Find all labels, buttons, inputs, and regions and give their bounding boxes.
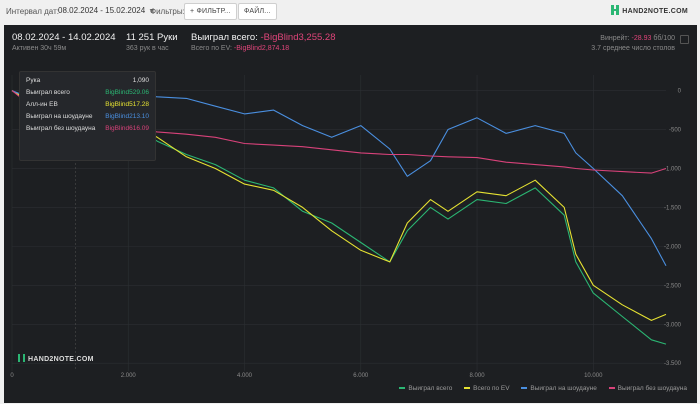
- legend-swatch: [608, 387, 615, 390]
- tooltip-row-won: Выиграл всего BigBlind529.06: [26, 89, 149, 100]
- x-tick-label: 0: [10, 373, 14, 379]
- legend-item[interactable]: Выиграл всего: [399, 385, 452, 392]
- settings-icon[interactable]: [680, 35, 689, 44]
- tooltip-value: BigBlind616.09: [105, 125, 149, 132]
- hands-count: 11 251 Руки: [126, 32, 178, 43]
- filters-label: Фильтры:: [150, 7, 185, 16]
- toolbar: Интервал дат: 08.02.2024 - 15.02.2024 ▼ Ф…: [0, 0, 700, 24]
- filter-button-label: ФИЛЬТР...: [196, 8, 231, 15]
- watermark-logo: HAND2NOTE.COM: [18, 354, 94, 363]
- tooltip-value: BigBlind529.06: [105, 89, 149, 96]
- chevron-down-icon: ▼: [148, 8, 156, 15]
- logo-icon: [611, 5, 620, 15]
- y-tick-label: -1.000: [664, 166, 682, 172]
- tooltip-label: Алл-ин EB: [26, 101, 58, 108]
- y-tick-label: -1.500: [664, 205, 682, 211]
- winrate-value: -28.93: [631, 35, 652, 42]
- winrate: Винрейт: -28.93 бб/100: [600, 35, 675, 42]
- y-tick-label: 0: [678, 89, 682, 95]
- total-won: Выиграл всего: -BigBlind3,255.28: [191, 32, 335, 43]
- x-tick-label: 4.000: [237, 373, 253, 379]
- tooltip-row-showdown: Выиграл на шоудауне BigBlind213.10: [26, 113, 149, 124]
- filter-button[interactable]: + ФИЛЬТР...: [184, 3, 237, 20]
- watermark-text: HAND2NOTE.COM: [28, 356, 94, 363]
- watermark-icon: [18, 354, 25, 362]
- y-tick-label: -3.000: [664, 322, 682, 328]
- plus-icon: +: [190, 8, 195, 15]
- tooltip-row-hand: Рука 1,090: [26, 77, 149, 88]
- tooltip-value: BigBlind213.10: [105, 113, 149, 120]
- legend-item[interactable]: Всего по EV: [464, 385, 510, 392]
- file-button[interactable]: ФАЙЛ...: [238, 3, 277, 20]
- total-won-label: Выиграл всего:: [191, 32, 258, 43]
- y-tick-label: -2.000: [664, 244, 682, 250]
- legend-swatch: [521, 387, 528, 390]
- hands-rate: 363 рук в час: [126, 45, 169, 52]
- tooltip-label: Выиграл всего: [26, 89, 70, 96]
- total-ev-value: -BigBlind2,874.18: [233, 45, 290, 52]
- tooltip-value: BigBlind517.28: [105, 101, 149, 108]
- total-ev-label: Всего по EV:: [191, 45, 232, 52]
- legend-item[interactable]: Выиграл на шоудауне: [521, 385, 597, 392]
- brand-logo: HAND2NOTE.COM: [611, 5, 688, 15]
- tooltip-row-ev: Алл-ин EB BigBlind517.28: [26, 101, 149, 112]
- total-won-value: -BigBlind3,255.28: [260, 32, 336, 43]
- x-tick-label: 8.000: [470, 373, 486, 379]
- period-title: 08.02.2024 - 14.02.2024: [12, 32, 116, 43]
- y-tick-label: -500: [669, 128, 682, 134]
- chart-legend: Выиграл всего Всего по EV Выиграл на шоу…: [389, 385, 687, 392]
- x-tick-label: 6.000: [353, 373, 369, 379]
- interval-label: Интервал дат:: [6, 7, 59, 16]
- winrate-label: Винрейт:: [600, 35, 630, 42]
- y-tick-label: -2.500: [664, 283, 682, 289]
- avg-tables: 3.7 среднее число столов: [591, 45, 675, 52]
- date-range-select[interactable]: 08.02.2024 - 15.02.2024 ▼: [54, 4, 159, 18]
- legend-label: Выиграл без шоудауна: [617, 385, 687, 392]
- legend-swatch: [399, 387, 406, 390]
- tooltip-value: 1,090: [132, 77, 149, 84]
- legend-label: Всего по EV: [473, 385, 510, 392]
- chart-tooltip: Рука 1,090 Выиграл всего BigBlind529.06 Ал…: [19, 71, 156, 161]
- active-time: Активен 30ч 59м: [12, 45, 67, 52]
- legend-label: Выиграл всего: [408, 385, 453, 392]
- tooltip-label: Выиграл на шоудауне: [26, 113, 93, 120]
- x-tick-label: 10.000: [584, 373, 603, 379]
- tooltip-row-non-showdown: Выиграл без шоудауна BigBlind616.09: [26, 125, 149, 136]
- graph-panel: 0 -500 -1.000 -1.500 -2.000 -2.500 -3.000 -3.50…: [4, 25, 697, 403]
- legend-label: Выиграл на шоудауне: [530, 385, 597, 392]
- y-tick-label: -3.500: [664, 361, 682, 367]
- legend-item[interactable]: Выиграл без шоудауна: [608, 385, 687, 392]
- date-range-value: 08.02.2024 - 15.02.2024: [58, 6, 146, 15]
- x-tick-label: 2.000: [121, 373, 137, 379]
- file-button-label: ФАЙЛ...: [244, 8, 271, 15]
- winrate-unit: бб/100: [653, 35, 675, 42]
- legend-swatch: [464, 387, 471, 390]
- tooltip-label: Рука: [26, 77, 41, 84]
- brand-logo-text: HAND2NOTE.COM: [622, 8, 688, 15]
- tooltip-label: Выиграл без шоудауна: [26, 125, 96, 132]
- total-ev: Всего по EV: -BigBlind2,874.18: [191, 45, 289, 52]
